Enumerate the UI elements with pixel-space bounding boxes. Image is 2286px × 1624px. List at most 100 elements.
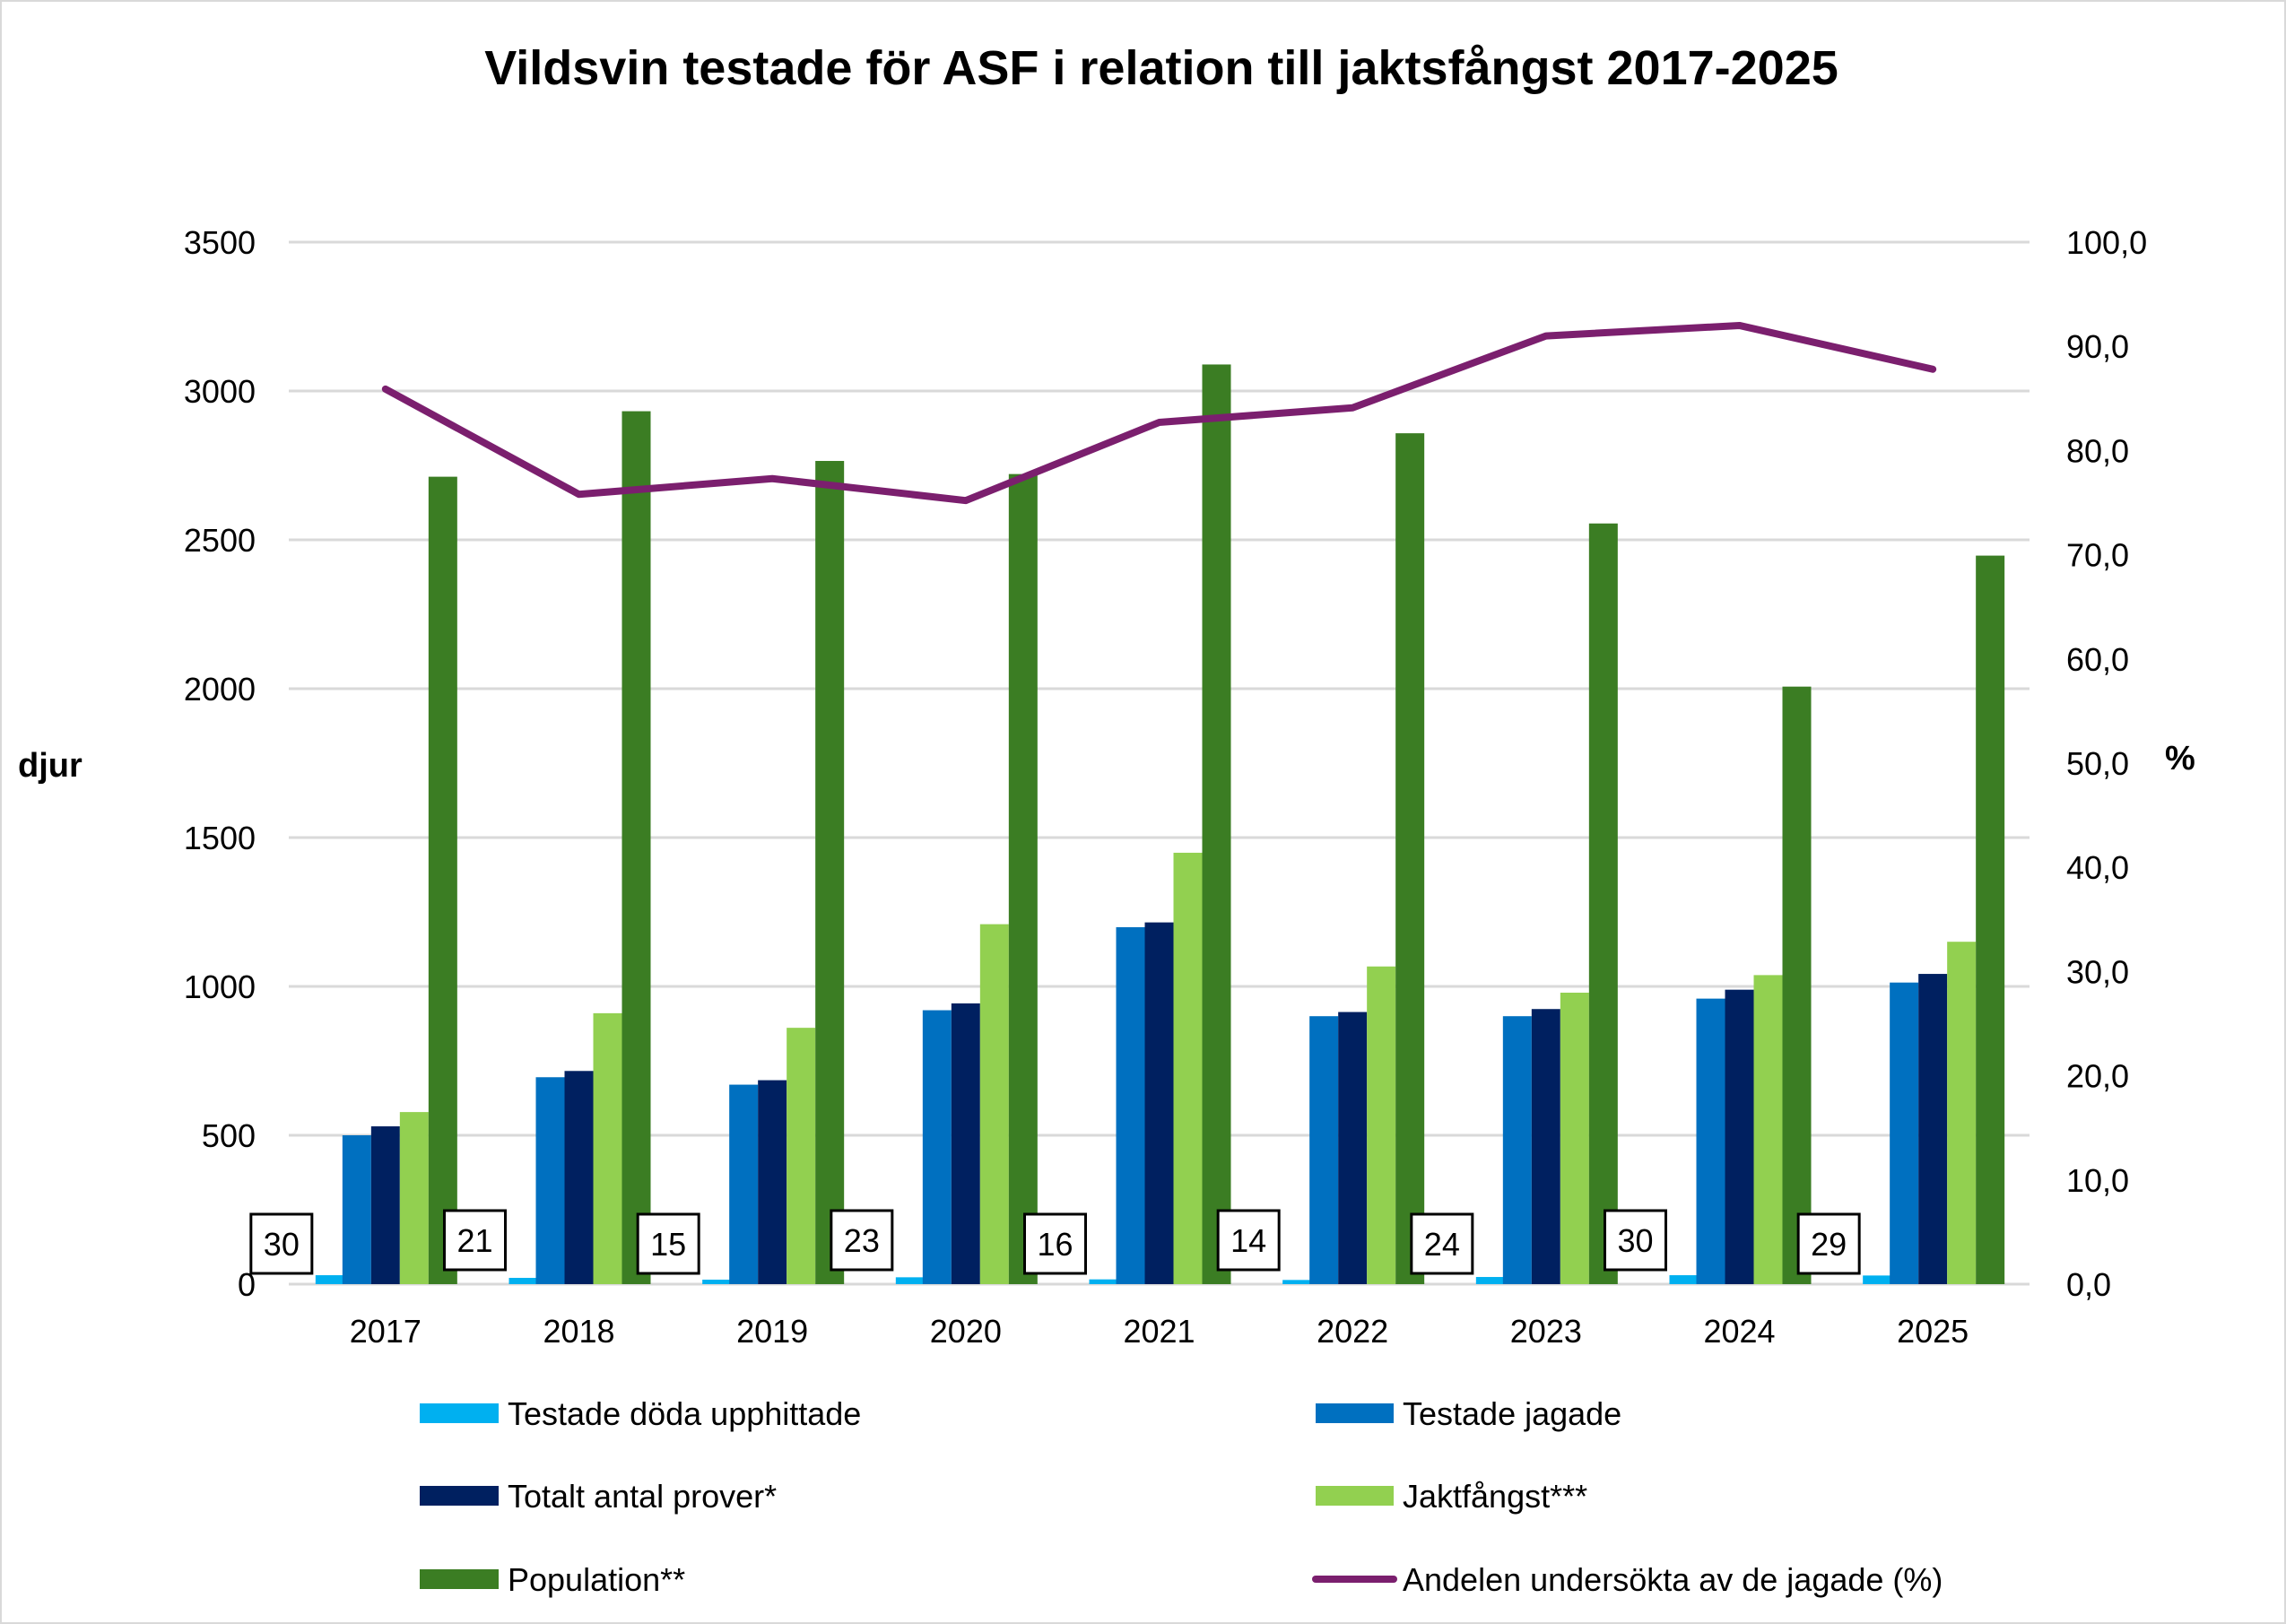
bar-testade-d-da-upphittade [315, 1275, 344, 1284]
x-tick-label: 2017 [350, 1313, 422, 1350]
data-label-box [1604, 1209, 1667, 1272]
bar-population [1588, 523, 1618, 1284]
data-label: 16 [1037, 1226, 1073, 1263]
legend-swatch [1316, 1403, 1394, 1423]
x-tick-label: 2018 [543, 1313, 614, 1350]
bar-totalt-antal-prover [1338, 1012, 1368, 1284]
data-label-box [1023, 1212, 1087, 1275]
y2-tick-label: 60,0 [2066, 641, 2129, 678]
bar-testade-jagade [729, 1084, 759, 1284]
y-tick-label: 1000 [184, 968, 256, 1005]
bar-testade-d-da-upphittade [895, 1277, 925, 1284]
legend-item: Totalt antal prover* [508, 1478, 777, 1515]
legend-item: Testade döda upphittade [508, 1395, 861, 1432]
y2-tick-label: 10,0 [2066, 1162, 2129, 1199]
bar-jaktf-ngst [1367, 966, 1396, 1284]
bar-testade-d-da-upphittade [1863, 1275, 1892, 1284]
bar-testade-d-da-upphittade [1475, 1277, 1505, 1284]
bar-testade-jagade [1116, 926, 1145, 1284]
y-tick-label: 0 [238, 1266, 256, 1303]
chart-title: Vildsvin testade för ASF i relation till… [484, 41, 1838, 95]
bar-jaktf-ngst [979, 924, 1009, 1284]
y2-tick-label: 80,0 [2066, 432, 2129, 469]
y-axis-label: djur [18, 747, 83, 785]
bar-totalt-antal-prover [951, 1003, 980, 1284]
bar-testade-jagade [1502, 1016, 1532, 1284]
bar-testade-d-da-upphittade [1089, 1279, 1118, 1284]
y2-tick-label: 70,0 [2066, 537, 2129, 574]
legend-swatch [1316, 1486, 1394, 1506]
bar-testade-jagade [1696, 998, 1725, 1284]
y2-axis-label: % [2165, 740, 2195, 777]
bar-totalt-antal-prover [370, 1126, 400, 1284]
bar-testade-jagade [1890, 982, 1919, 1284]
bar-jaktf-ngst [399, 1112, 429, 1284]
bar-jaktf-ngst [593, 1012, 622, 1284]
legend-swatch [420, 1486, 499, 1506]
data-label: 30 [264, 1226, 300, 1263]
bar-testade-jagade [1309, 1016, 1339, 1284]
x-tick-label: 2024 [1703, 1313, 1775, 1350]
data-label-box [636, 1212, 700, 1275]
bar-population [1976, 555, 2005, 1284]
y2-tick-label: 100,0 [2066, 224, 2147, 261]
bar-population [1202, 364, 1231, 1284]
data-label: 23 [844, 1222, 880, 1259]
bar-testade-d-da-upphittade [1282, 1280, 1312, 1284]
y2-tick-label: 30,0 [2066, 953, 2129, 990]
legend-item: Andelen undersökta av de jagade (%) [1403, 1561, 1943, 1598]
bar-testade-d-da-upphittade [702, 1280, 732, 1284]
bar-testade-jagade [922, 1010, 952, 1284]
bar-jaktf-ngst [1947, 942, 1977, 1284]
y-tick-label: 500 [202, 1117, 256, 1154]
bar-population [621, 411, 651, 1284]
bar-jaktf-ngst [1173, 852, 1203, 1284]
legend-item: Population** [508, 1561, 685, 1598]
bar-jaktf-ngst [1560, 992, 1589, 1284]
y-tick-label: 2000 [184, 671, 256, 708]
bar-testade-d-da-upphittade [1669, 1275, 1699, 1284]
bar-totalt-antal-prover [564, 1071, 594, 1284]
x-tick-label: 2021 [1123, 1313, 1195, 1350]
x-tick-label: 2023 [1510, 1313, 1582, 1350]
bar-population [1008, 473, 1038, 1284]
y-tick-label: 3500 [184, 224, 256, 261]
y2-tick-label: 20,0 [2066, 1058, 2129, 1095]
legend-swatch [420, 1403, 499, 1423]
bar-totalt-antal-prover [1531, 1009, 1560, 1284]
data-label: 21 [456, 1222, 492, 1259]
bar-testade-jagade [535, 1077, 565, 1284]
data-label: 29 [1811, 1226, 1847, 1263]
bar-jaktf-ngst [787, 1028, 816, 1284]
data-label-box [830, 1209, 894, 1272]
y2-tick-label: 0,0 [2066, 1266, 2111, 1303]
y-tick-label: 2500 [184, 522, 256, 559]
bar-totalt-antal-prover [758, 1080, 787, 1284]
y-tick-label: 1500 [184, 820, 256, 856]
bar-population [815, 461, 845, 1284]
data-label-box [1796, 1212, 1861, 1275]
legend-item: Jaktfångst*** [1403, 1478, 1587, 1515]
bar-testade-jagade [342, 1135, 371, 1284]
data-label-box [1216, 1209, 1281, 1272]
data-label-box [249, 1212, 314, 1275]
data-label: 15 [650, 1226, 686, 1263]
bar-totalt-antal-prover [1144, 922, 1174, 1284]
bar-population [428, 476, 457, 1284]
bar-testade-d-da-upphittade [508, 1278, 538, 1284]
legend-swatch [420, 1569, 499, 1589]
bar-population [1782, 686, 1812, 1284]
bar-totalt-antal-prover [1725, 989, 1754, 1284]
bar-jaktf-ngst [1753, 975, 1783, 1284]
y2-tick-label: 40,0 [2066, 849, 2129, 886]
data-label: 14 [1230, 1222, 1266, 1259]
legend-item: Testade jagade [1403, 1395, 1621, 1432]
bar-population [1395, 433, 1425, 1284]
data-label-box [1410, 1212, 1474, 1275]
y-tick-label: 3000 [184, 373, 256, 410]
y2-tick-label: 90,0 [2066, 328, 2129, 365]
data-label-box [443, 1209, 507, 1272]
x-tick-label: 2025 [1897, 1313, 1969, 1350]
